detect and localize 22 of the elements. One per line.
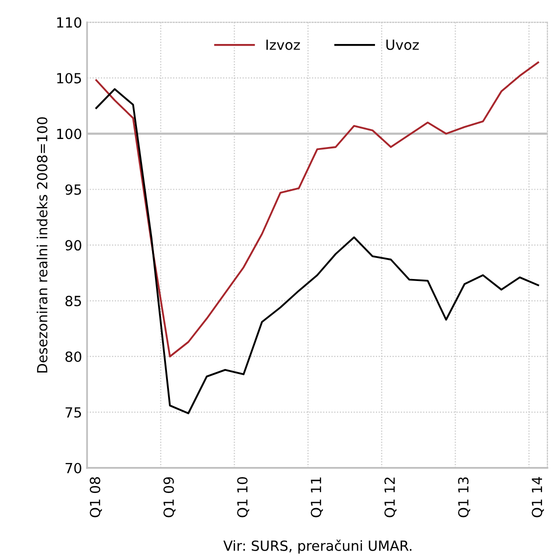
text: Vir: SURS, preračuni UMAR.: [223, 540, 412, 554]
x-tick-label: Q1 09: [163, 477, 176, 518]
x-tick-label: Q1 10: [237, 477, 250, 518]
line-series: [95, 88, 540, 414]
x-tick-label: Q1 11: [310, 477, 323, 518]
y-tick-label: 110: [57, 17, 82, 28]
line-series: [95, 61, 540, 358]
y-tick-label: 85: [65, 296, 81, 306]
x-tick-label: Q1 14: [532, 476, 544, 518]
y-tick-label: 90: [65, 240, 82, 251]
x-tick-label: Q1 13: [458, 477, 470, 518]
y-tick-label: 95: [65, 184, 81, 195]
legend-label: Uvoz: [386, 40, 419, 50]
y-tick-label: 80: [65, 351, 82, 362]
y-tick-label: 105: [57, 72, 81, 84]
x-tick-label: Q1 12: [384, 478, 396, 518]
legend-label: Izvoz: [266, 40, 300, 50]
y-axis-title: Desezoniran realni indeks 2008=100: [36, 117, 48, 372]
x-tick-label: Q1 08: [90, 477, 102, 518]
y-tick-label: 70: [66, 462, 82, 474]
y-tick-label: 100: [57, 128, 82, 140]
y-tick-label: 75: [66, 407, 81, 418]
